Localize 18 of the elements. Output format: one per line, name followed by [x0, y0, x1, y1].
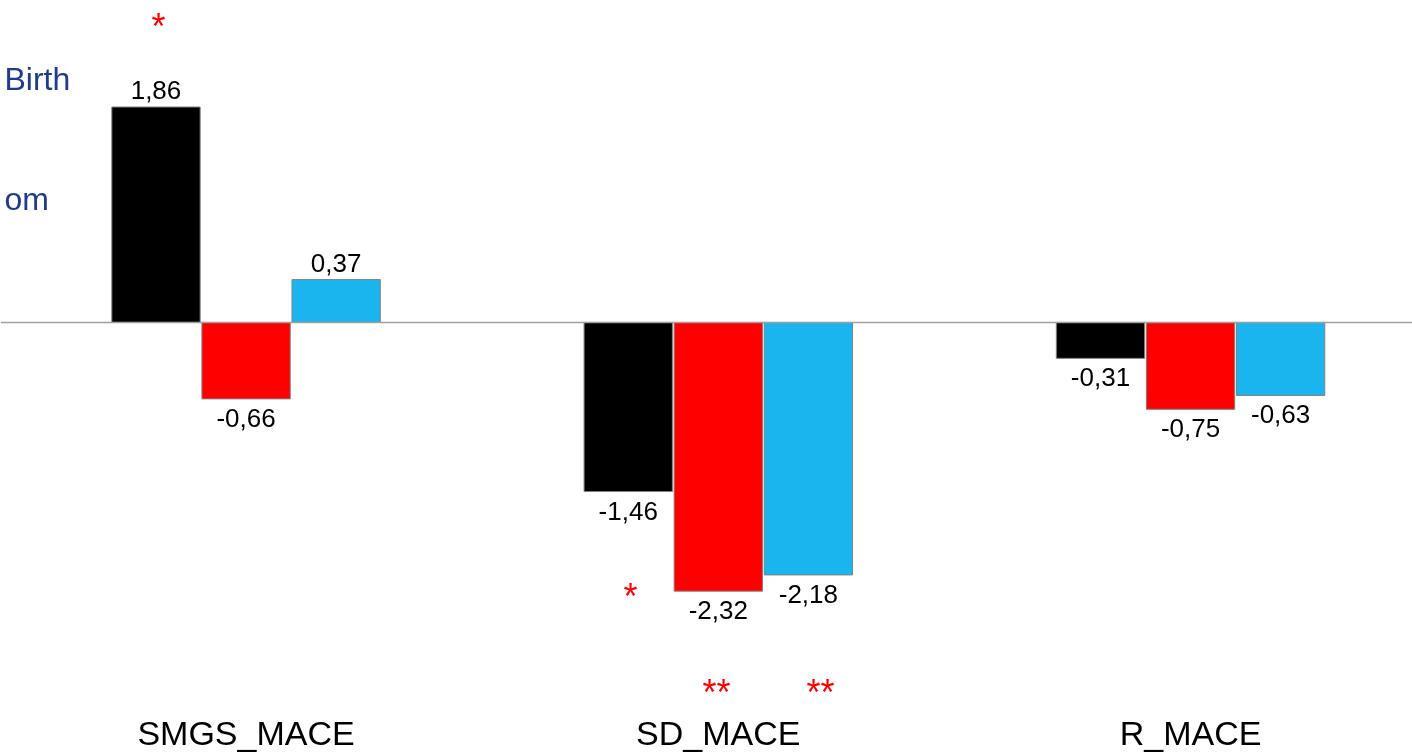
data-label: -1,46 — [598, 495, 658, 526]
data-label: -0,66 — [216, 402, 276, 433]
data-label: -2,18 — [778, 578, 839, 609]
text: ** — [702, 672, 731, 713]
text: Birth — [4, 60, 71, 97]
data-label: -0,75 — [1160, 413, 1221, 444]
text: ** — [806, 672, 835, 713]
data-label: -0,31 — [1070, 362, 1131, 393]
text: * — [151, 6, 166, 47]
data-label: 0,37 — [310, 247, 362, 278]
data-label: -0,63 — [1250, 399, 1311, 430]
x-tick-label: SMGS_MACE — [137, 713, 355, 752]
annotation: * — [623, 576, 638, 617]
data-label: 1,86 — [130, 75, 182, 106]
data-label: -2,32 — [688, 595, 748, 626]
x-tick-label: SD_MACE — [636, 713, 801, 752]
annotation: om — [4, 180, 49, 217]
x-tick-label: R_MACE — [1119, 713, 1262, 752]
